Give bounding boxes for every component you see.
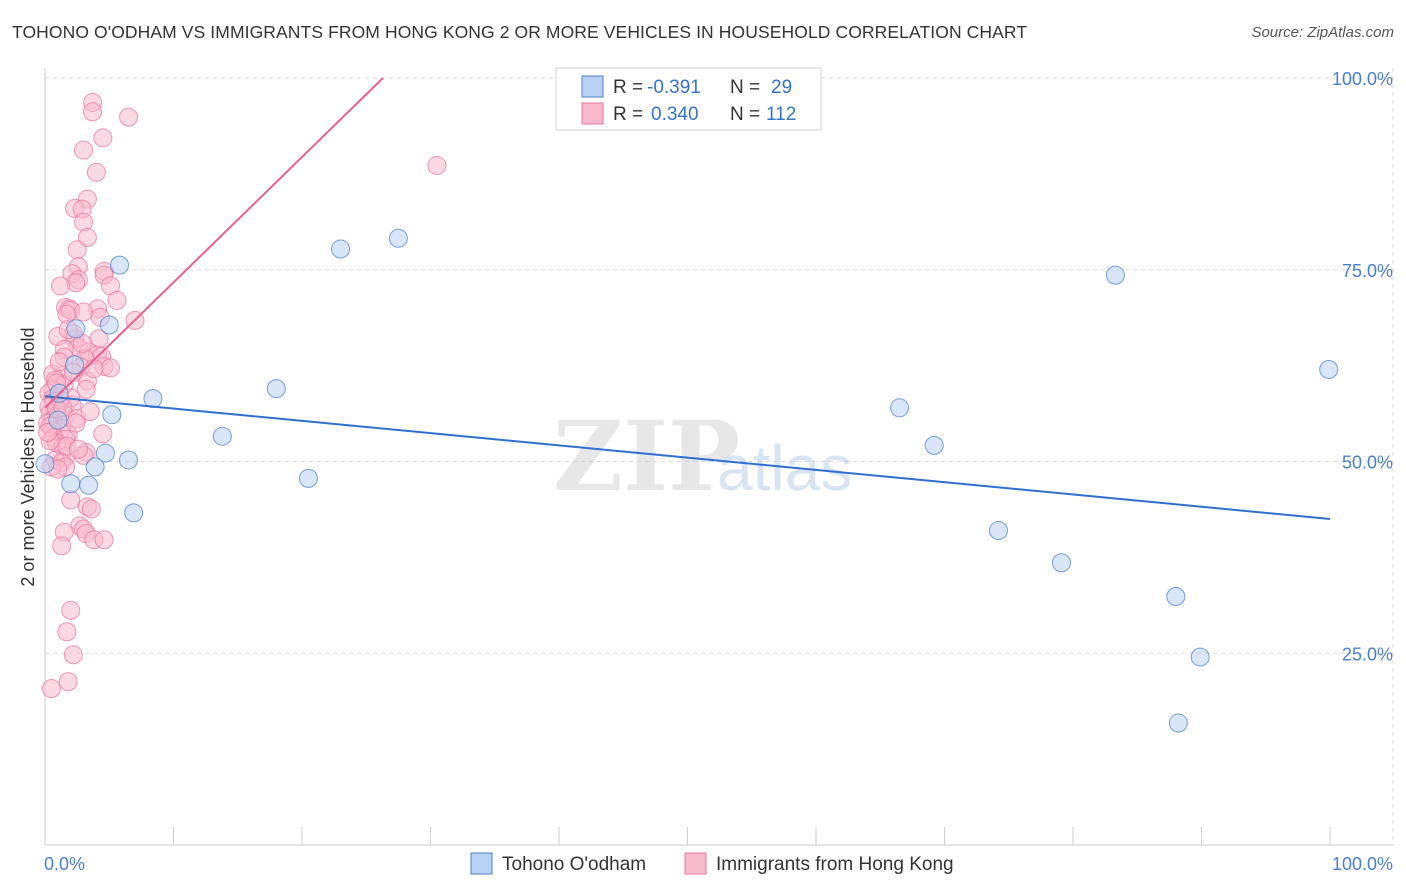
bottom-legend-label-blue: Tohono O'odham [502, 854, 646, 875]
source-label: Source: ZipAtlas.com [1251, 24, 1394, 41]
blue-point [79, 475, 99, 495]
pink-point [41, 679, 61, 699]
blue-trend-line [44, 395, 1331, 521]
blue-point [65, 355, 85, 375]
blue-point [119, 450, 139, 470]
y-axis-label: 2 or more Vehicles in Household [18, 327, 38, 586]
x-tick-label: 100.0% [1332, 854, 1393, 874]
blue-point [212, 426, 232, 446]
axes [44, 68, 1393, 846]
blue-point [48, 410, 68, 430]
blue-point [924, 435, 944, 455]
chart-title: TOHONO O'ODHAM VS IMMIGRANTS FROM HONG K… [12, 22, 1028, 42]
blue-point [266, 379, 286, 399]
pink-point [80, 402, 100, 422]
legend-n-label-pink: N = [730, 104, 760, 125]
watermark-atlas: atlas [717, 432, 852, 504]
pink-point [61, 600, 81, 620]
blue-point [331, 239, 351, 259]
legend-r-label-pink: R = [613, 104, 643, 125]
blue-point [35, 454, 55, 474]
data-points [35, 93, 1339, 733]
trend-lines [44, 77, 1331, 521]
pink-point [427, 155, 447, 175]
pink-point [93, 128, 113, 148]
pink-point [77, 228, 97, 248]
blue-point [1166, 586, 1186, 606]
pink-point [50, 276, 70, 296]
blue-point [85, 457, 105, 477]
blue-point [988, 521, 1008, 541]
y-tick-label: 25.0% [1342, 644, 1393, 664]
tick-labels: 25.0% 50.0% 75.0% 100.0% 0.0% 100.0% [44, 69, 1393, 874]
x-tick-label: 0.0% [44, 854, 85, 874]
legend-n-label-blue: N = [730, 77, 760, 98]
legend-swatch-blue [581, 75, 604, 98]
legend: R = -0.391 N = 29 R = 0.340 N = 112 [555, 67, 822, 131]
blue-point [298, 468, 318, 488]
pink-point [83, 102, 103, 122]
pink-point [119, 107, 139, 127]
legend-n-value-blue: 29 [771, 77, 792, 98]
blue-point [124, 503, 144, 523]
pink-point [93, 424, 113, 444]
pink-point [38, 422, 58, 442]
blue-point [1319, 359, 1339, 379]
blue-point [1105, 265, 1125, 285]
pink-point [84, 359, 104, 379]
blue-point [61, 474, 81, 494]
bottom-legend-swatch-pink [684, 852, 707, 875]
pink-point [61, 490, 81, 510]
blue-point [890, 398, 910, 418]
watermark: ZIP atlas [553, 400, 852, 513]
pink-point [76, 379, 96, 399]
legend-swatch-pink [581, 102, 604, 125]
bottom-legend-swatch-blue [470, 852, 493, 875]
pink-point [63, 645, 83, 665]
gridlines [45, 68, 1394, 845]
pink-point [58, 672, 78, 692]
pink-point [101, 358, 121, 378]
pink-point [94, 530, 114, 550]
legend-r-value-pink: 0.340 [651, 104, 699, 125]
legend-n-value-pink: 112 [766, 104, 796, 125]
pink-point [107, 290, 127, 310]
y-tick-label: 75.0% [1342, 261, 1393, 281]
blue-point [1168, 713, 1188, 733]
blue-point [66, 319, 86, 339]
blue-point [388, 228, 408, 248]
bottom-legend: Tohono O'odham Immigrants from Hong Kong [470, 852, 954, 875]
blue-point [102, 405, 122, 425]
legend-r-label-blue: R = [613, 77, 643, 98]
pink-point [66, 273, 86, 293]
watermark-zip: ZIP [553, 400, 740, 513]
pink-point [74, 140, 94, 160]
blue-point [99, 315, 119, 335]
blue-point [1051, 553, 1071, 573]
pink-point [52, 536, 72, 556]
blue-point [110, 255, 130, 275]
blue-point [95, 443, 115, 463]
y-tick-label: 50.0% [1342, 453, 1393, 473]
pink-point [57, 622, 77, 642]
legend-r-value-blue: -0.391 [647, 77, 701, 98]
blue-point [143, 389, 163, 409]
bottom-legend-label-pink: Immigrants from Hong Kong [716, 854, 954, 875]
y-tick-label: 100.0% [1332, 69, 1393, 89]
pink-point [67, 240, 87, 260]
blue-point [1190, 647, 1210, 667]
pink-point [68, 439, 88, 459]
pink-point [74, 302, 94, 322]
pink-point [86, 162, 106, 182]
pink-point [81, 499, 101, 519]
pink-trend-line [44, 77, 384, 409]
